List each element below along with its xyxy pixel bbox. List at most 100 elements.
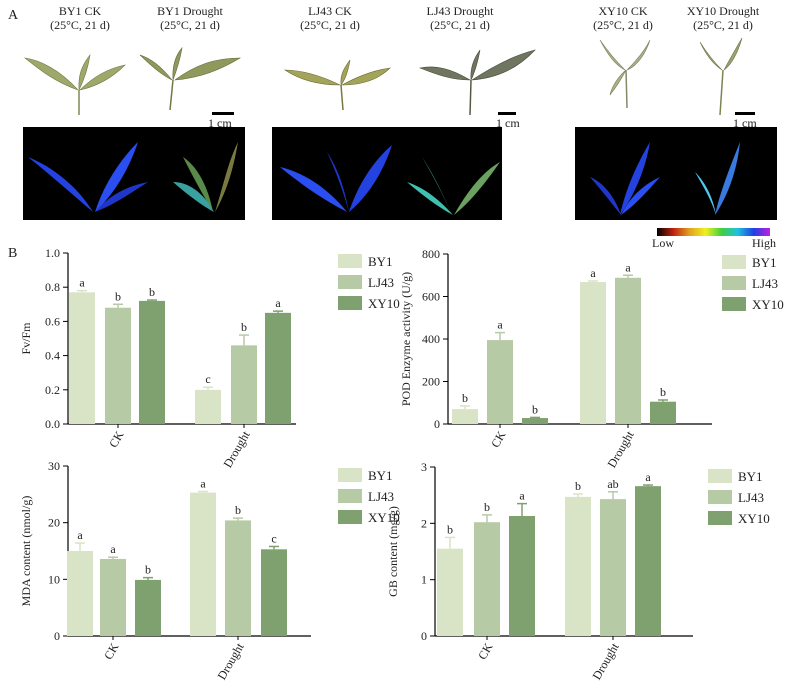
- y-tick-label: 1.0: [45, 246, 60, 260]
- significance-letter: a: [625, 260, 631, 274]
- significance-letter: b: [235, 503, 241, 517]
- y-tick-label: 0: [54, 629, 60, 643]
- significance-letter: b: [145, 563, 151, 577]
- legend-label: BY1: [738, 469, 763, 484]
- scale-bar: [212, 112, 234, 115]
- legend-label: BY1: [368, 254, 393, 269]
- bar: [67, 551, 93, 636]
- legend-label: LJ43: [752, 276, 778, 291]
- significance-letter: a: [590, 266, 596, 280]
- colorbar-high-label: High: [752, 236, 776, 250]
- legend-swatch: [722, 255, 746, 269]
- bar: [139, 300, 165, 424]
- legend-label: XY10: [368, 510, 400, 525]
- x-tick-label: Drought: [214, 640, 246, 682]
- significance-letter: a: [200, 477, 206, 491]
- significance-letter: b: [575, 479, 581, 493]
- plant-title: XY10 CK (25°C, 21 d): [593, 4, 653, 32]
- x-tick-label: CK: [106, 428, 127, 450]
- bar: [615, 277, 641, 424]
- legend-swatch: [338, 489, 362, 503]
- x-tick-label: Drought: [589, 640, 621, 682]
- significance-letter: b: [532, 402, 538, 416]
- significance-letter: b: [660, 385, 666, 399]
- x-tick-label: Drought: [220, 428, 252, 470]
- legend-label: XY10: [738, 511, 770, 526]
- bar: [195, 389, 221, 424]
- bar: [580, 282, 606, 424]
- y-axis-label: GB content (mg/g): [386, 506, 400, 597]
- significance-letter: b: [484, 500, 490, 514]
- bar: [105, 307, 131, 424]
- fluorescence-image-by1: [23, 127, 245, 220]
- bar: [600, 499, 626, 636]
- significance-letter: ab: [607, 477, 618, 491]
- y-tick-label: 0.8: [45, 280, 60, 294]
- y-tick-label: 20: [48, 516, 60, 530]
- bar: [474, 522, 500, 636]
- significance-letter: c: [205, 372, 210, 386]
- y-tick-label: 400: [422, 332, 440, 346]
- legend-label: XY10: [368, 296, 400, 311]
- y-axis-label: Fv/Fm: [19, 322, 33, 355]
- bar: [509, 516, 535, 636]
- y-tick-label: 600: [422, 290, 440, 304]
- bar: [135, 579, 161, 636]
- legend-swatch: [708, 469, 732, 483]
- plant-lj43-ck: [284, 59, 391, 111]
- bar: [225, 520, 251, 636]
- y-tick-label: 800: [422, 247, 440, 261]
- y-axis-label: MDA content (nmol/g): [19, 496, 33, 607]
- y-tick-label: 0.6: [45, 314, 60, 328]
- bar: [565, 496, 591, 636]
- scale-label: 1 cm: [208, 116, 232, 130]
- scale-bar: [498, 112, 516, 115]
- y-tick-label: 0.4: [45, 349, 60, 363]
- legend-label: BY1: [368, 468, 393, 483]
- significance-letter: b: [115, 289, 121, 303]
- bar: [522, 418, 548, 424]
- y-tick-label: 200: [422, 375, 440, 389]
- plant-lj43-drought: [418, 49, 536, 116]
- scale-bar: [735, 112, 755, 115]
- legend-label: LJ43: [368, 489, 394, 504]
- bar: [100, 558, 126, 636]
- panel-b-label: B: [8, 246, 18, 261]
- y-tick-label: 30: [48, 459, 60, 473]
- x-tick-label: CK: [101, 640, 122, 662]
- significance-letter: a: [497, 318, 503, 332]
- colorbar: [657, 228, 770, 236]
- significance-letter: b: [241, 320, 247, 334]
- y-tick-label: 0: [434, 417, 440, 431]
- plant-title: BY1 Drought (25°C, 21 d): [157, 4, 223, 32]
- bar: [452, 409, 478, 424]
- significance-letter: b: [149, 285, 155, 299]
- bar: [231, 345, 257, 424]
- significance-letter: a: [77, 528, 83, 542]
- plant-photos: [23, 37, 743, 116]
- bar: [437, 548, 463, 636]
- plant-title: XY10 Drought (25°C, 21 d): [686, 4, 760, 32]
- colorbar-low-label: Low: [652, 236, 674, 250]
- significance-letter: a: [79, 276, 85, 290]
- plant-by1-drought: [139, 46, 242, 111]
- legend-swatch: [338, 254, 362, 268]
- panel-a-label: A: [8, 8, 19, 23]
- bar: [650, 401, 676, 424]
- legend-label: LJ43: [738, 490, 764, 505]
- plant-title: LJ43 CK (25°C, 21 d): [300, 4, 360, 32]
- y-tick-label: 1: [421, 573, 427, 587]
- y-tick-label: 0.0: [45, 417, 60, 431]
- plant-xy10-drought: [699, 37, 743, 116]
- y-axis-label: POD Enzyme activity (U/g): [399, 272, 413, 406]
- y-tick-label: 0: [421, 629, 427, 643]
- scale-label: 1 cm: [733, 116, 757, 130]
- bar: [69, 292, 95, 424]
- plant-by1-ck: [23, 53, 126, 115]
- x-tick-label: CK: [475, 640, 496, 662]
- bar: [190, 492, 216, 636]
- y-tick-label: 2: [421, 516, 427, 530]
- legend-label: LJ43: [368, 275, 394, 290]
- y-tick-label: 10: [48, 572, 60, 586]
